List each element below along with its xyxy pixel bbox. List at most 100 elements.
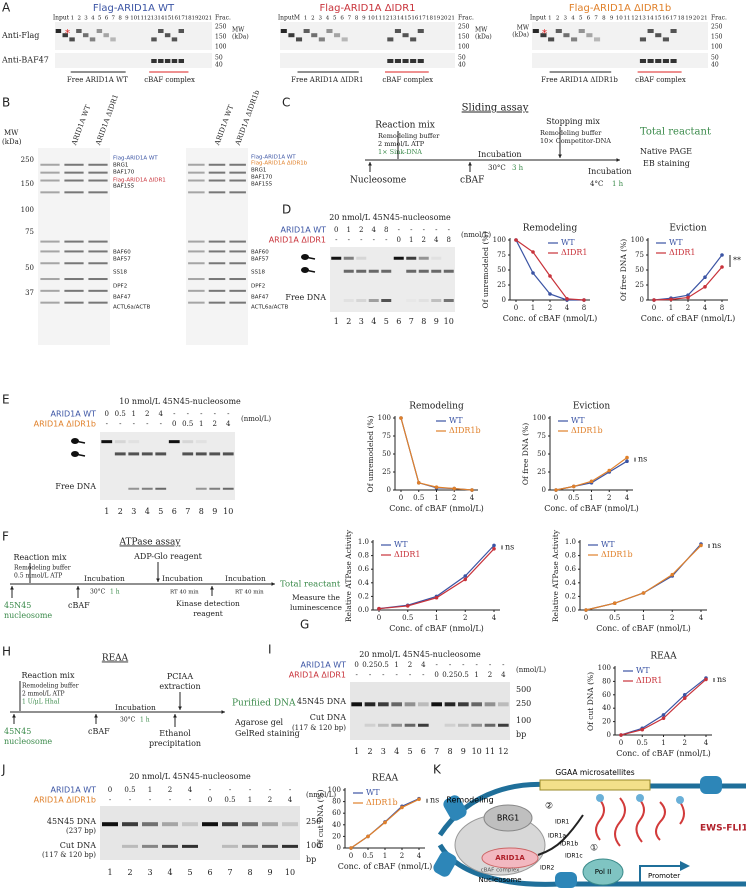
x-tick-label: 0.5	[609, 614, 620, 622]
gel-band	[639, 37, 647, 42]
label: (kDa)	[2, 138, 22, 146]
y-tick-label: 75	[635, 251, 644, 259]
gel-band	[578, 29, 585, 33]
label: 150	[215, 34, 227, 41]
label: 19	[685, 16, 692, 22]
gel-band	[188, 191, 205, 194]
x-tick-label: 4	[492, 614, 497, 622]
annotation: ns	[717, 675, 726, 684]
label: 3	[381, 747, 386, 756]
gel-band	[410, 59, 417, 63]
label: 4	[167, 868, 172, 877]
x-tick-label: 1	[434, 614, 438, 622]
gel-band	[318, 37, 325, 42]
label: 5	[579, 16, 583, 22]
legend-label: WT	[636, 666, 650, 675]
x-tick-label: 8	[582, 304, 586, 312]
data-point	[641, 591, 646, 595]
label: 15	[164, 16, 171, 22]
label: 1× Sink-DNA	[378, 148, 422, 156]
label: 12	[498, 747, 508, 756]
label: 30°C	[488, 164, 506, 172]
ews-fli1-dbd	[676, 796, 684, 804]
label: BAF170	[113, 170, 135, 176]
y-tick-label: 20	[602, 718, 611, 726]
y-tick-label: 0.2	[358, 592, 369, 600]
gel-band	[40, 278, 60, 281]
data-point	[514, 238, 518, 242]
data-point	[670, 572, 675, 577]
y-tick-label: 80	[332, 798, 341, 806]
label: 0.5	[182, 420, 193, 428]
gel-band	[88, 240, 108, 243]
y-tick-label: 1.0	[565, 538, 576, 546]
arrow-head	[221, 710, 225, 714]
gel-band	[378, 702, 389, 707]
x-axis-label: Conc. of cBAF (nmol/L)	[641, 314, 736, 323]
label: -	[448, 226, 451, 234]
gel-band	[418, 723, 429, 727]
label: GelRed staining	[235, 729, 300, 738]
label: 7	[112, 16, 116, 22]
arrow-head	[210, 586, 214, 590]
label: ②	[545, 802, 553, 812]
label: 2	[168, 786, 172, 794]
label: 0	[397, 236, 401, 244]
gel-band	[182, 844, 198, 848]
x-tick-label: 0.5	[637, 739, 648, 747]
label: BRG1	[497, 814, 519, 823]
x-tick-label: 2	[548, 304, 552, 312]
gel-band	[431, 724, 442, 727]
label: BAF155	[113, 184, 135, 190]
label: (237 bp)	[66, 827, 96, 835]
legend-label: WT	[561, 238, 575, 247]
data-point	[417, 797, 421, 802]
gel-band	[444, 702, 456, 707]
label: 2	[118, 507, 123, 516]
data-point	[619, 733, 623, 737]
gel-band	[182, 822, 198, 827]
gel-band	[208, 289, 226, 292]
label: 2 mmol/L ATP	[378, 140, 425, 148]
y-axis-label: Of unremodeled (%)	[366, 416, 375, 493]
data-point	[349, 846, 353, 850]
label: bp	[516, 730, 526, 739]
label: 16	[662, 16, 669, 22]
label: -	[475, 661, 478, 669]
label: 1	[199, 420, 203, 428]
gel-band	[64, 262, 84, 265]
gel-band	[242, 822, 258, 827]
arrow-head	[368, 162, 372, 166]
data-point	[704, 677, 708, 682]
gel-band	[443, 269, 454, 273]
label: Anti-BAF47	[1, 56, 49, 65]
y-tick-label: 100	[378, 414, 391, 422]
gel-band	[444, 723, 456, 727]
label: 2	[422, 236, 426, 244]
panel-letter: B	[2, 96, 10, 110]
label: -	[214, 410, 217, 418]
y-tick-label: 0	[640, 296, 644, 304]
gel-band	[64, 250, 84, 253]
y-tick-label: 0.0	[565, 606, 576, 614]
label: 2	[556, 16, 560, 22]
label: -	[348, 236, 351, 244]
gel-band	[40, 301, 60, 304]
y-tick-label: 50	[497, 266, 506, 274]
data-point	[661, 716, 666, 721]
gel-band	[40, 250, 60, 253]
label: Agarose gel	[234, 718, 284, 727]
gel-band	[229, 163, 246, 166]
legend-label: ΔIDR1	[669, 248, 695, 257]
gel-band	[387, 37, 394, 42]
gel-band	[404, 723, 416, 727]
arrow-head	[156, 578, 160, 582]
label: -	[289, 786, 292, 794]
chart-title: Eviction	[573, 402, 610, 412]
gel-band	[202, 822, 218, 827]
label: BAF155	[251, 182, 273, 188]
label: 10	[223, 507, 233, 516]
label: 100	[458, 44, 470, 51]
legend-label: WT	[571, 416, 585, 425]
gel-band	[208, 179, 226, 182]
